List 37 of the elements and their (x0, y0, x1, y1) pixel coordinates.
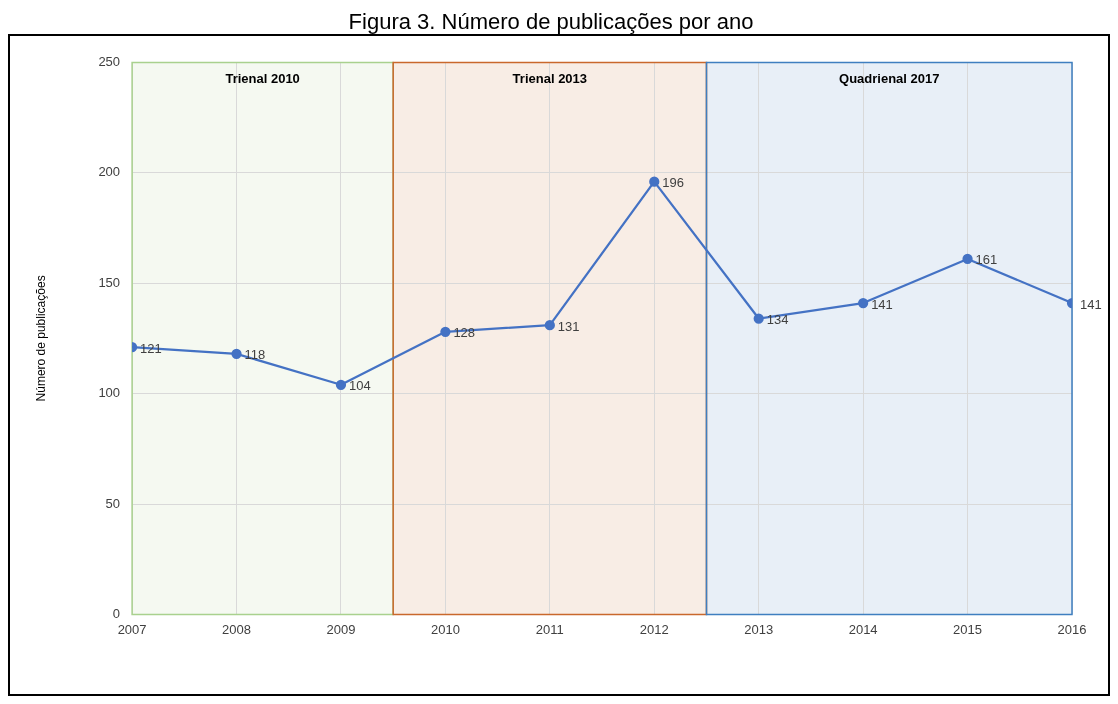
y-tick-label: 50 (105, 495, 121, 511)
x-tick-label: 2015 (953, 621, 983, 637)
data-label: 134 (766, 312, 789, 328)
x-tick-label: 2013 (744, 621, 774, 637)
x-tick-label: 2016 (1057, 621, 1087, 637)
x-tick-label: 2011 (535, 621, 564, 637)
data-label: 141 (1080, 296, 1102, 312)
data-label: 131 (557, 318, 580, 334)
band-label: Trienal 2013 (512, 70, 588, 86)
point (753, 313, 764, 324)
y-tick-label: 250 (98, 53, 121, 69)
x-tick-label: 2012 (639, 621, 669, 637)
point (858, 297, 869, 309)
data-label: 161 (975, 252, 998, 268)
x-tick-label: 2010 (430, 621, 460, 637)
x-tick-label: 2014 (848, 621, 878, 637)
point (649, 176, 660, 187)
data-label: 196 (662, 175, 684, 191)
y-tick-label: 150 (98, 274, 121, 290)
point (962, 253, 973, 265)
band-label: Quadrienal 2017 (839, 70, 940, 86)
x-tick-label: 2008 (222, 621, 251, 637)
y-tick-label: 100 (98, 385, 121, 401)
point (440, 326, 451, 337)
data-label: 141 (871, 296, 893, 312)
point (231, 348, 242, 359)
data-label: 118 (244, 347, 266, 363)
y-axis-title: Número de publicações (33, 275, 48, 402)
x-tick-label: 2009 (326, 621, 356, 637)
y-tick-label: 0 (112, 605, 121, 621)
chart-title: Figura 3. Número de publicações por ano (348, 9, 754, 35)
point (544, 320, 555, 331)
data-label: 104 (348, 378, 371, 394)
x-tick-label: 2007 (117, 621, 147, 637)
band-label: Trienal 2010 (225, 70, 300, 86)
point (335, 379, 347, 390)
y-tick-label: 200 (98, 164, 121, 180)
